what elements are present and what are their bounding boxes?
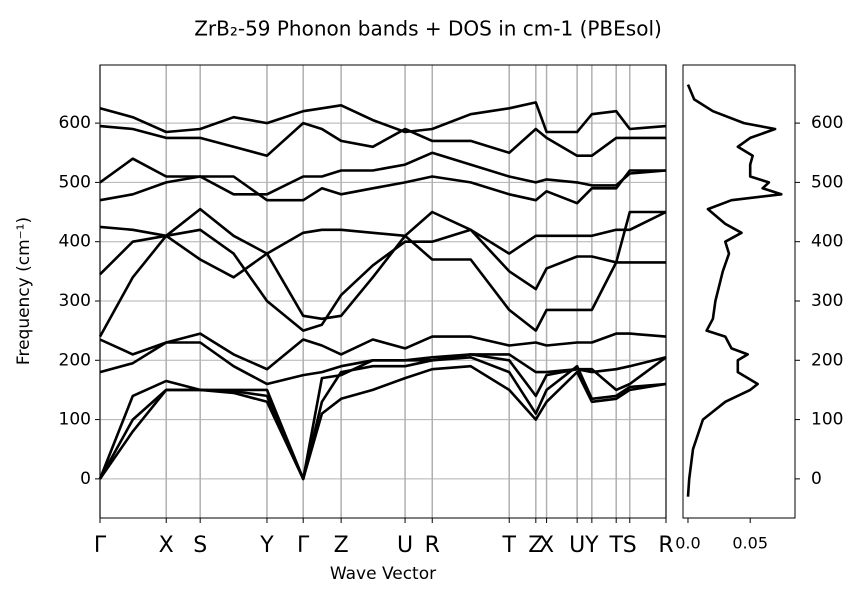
dos-line [686, 84, 783, 497]
y-tick-label: 200 [59, 350, 91, 370]
x-tick-label: Z [528, 533, 543, 558]
band-line [98, 207, 666, 338]
x-tick-label: S [193, 533, 207, 558]
x-tick-label: U [397, 533, 413, 558]
chart-title: ZrB₂-59 Phonon bands + DOS in cm-1 (PBEs… [194, 17, 662, 41]
x-tick-label: Γ [297, 533, 310, 558]
x-tick-label: X [159, 533, 174, 558]
y-tick-label: 0 [811, 469, 822, 489]
y-tick-label: 100 [59, 410, 91, 430]
band-line [99, 210, 667, 279]
x-tick-label: X [539, 533, 554, 558]
x-tick-label: Y [259, 533, 274, 558]
x-tick-label: T [608, 533, 623, 558]
y-tick-label: 100 [811, 410, 843, 430]
y-tick-label: 400 [811, 232, 843, 252]
band-line [99, 210, 666, 332]
y-tick-label: 500 [59, 172, 91, 192]
band-line [98, 364, 667, 481]
band-line [99, 101, 667, 134]
y-tick-label: 600 [811, 113, 843, 133]
x-tick-label: Y [584, 533, 599, 558]
x-axis-label: Wave Vector [330, 564, 436, 584]
y-tick-label: 300 [59, 291, 91, 311]
band-line [99, 169, 666, 205]
band-line [99, 151, 667, 196]
x-tick-label: R [425, 533, 440, 558]
x-tick-label: U [569, 533, 585, 558]
plot-frame [99, 64, 667, 519]
y-tick-label: 0 [80, 469, 91, 489]
y-tick-label: 400 [59, 232, 91, 252]
y-tick-label: 600 [59, 113, 91, 133]
y-tick-label: 500 [811, 172, 843, 192]
x-tick-label: 0.05 [732, 534, 768, 553]
x-tick-label: 0.0 [675, 534, 700, 553]
x-tick-label: S [623, 533, 637, 558]
band-line [98, 356, 667, 481]
band-line [99, 121, 666, 157]
x-tick-label: T [501, 533, 516, 558]
y-tick-label: 300 [811, 291, 843, 311]
y-tick-label: 200 [811, 350, 843, 370]
band-line [99, 341, 667, 386]
x-tick-label: R [658, 533, 673, 558]
band-line [99, 332, 667, 371]
y-axis-label: Frequency (cm⁻¹) [14, 217, 34, 365]
x-tick-label: Z [334, 533, 349, 558]
x-tick-label: Γ [94, 533, 107, 558]
plot-frame [682, 64, 796, 519]
